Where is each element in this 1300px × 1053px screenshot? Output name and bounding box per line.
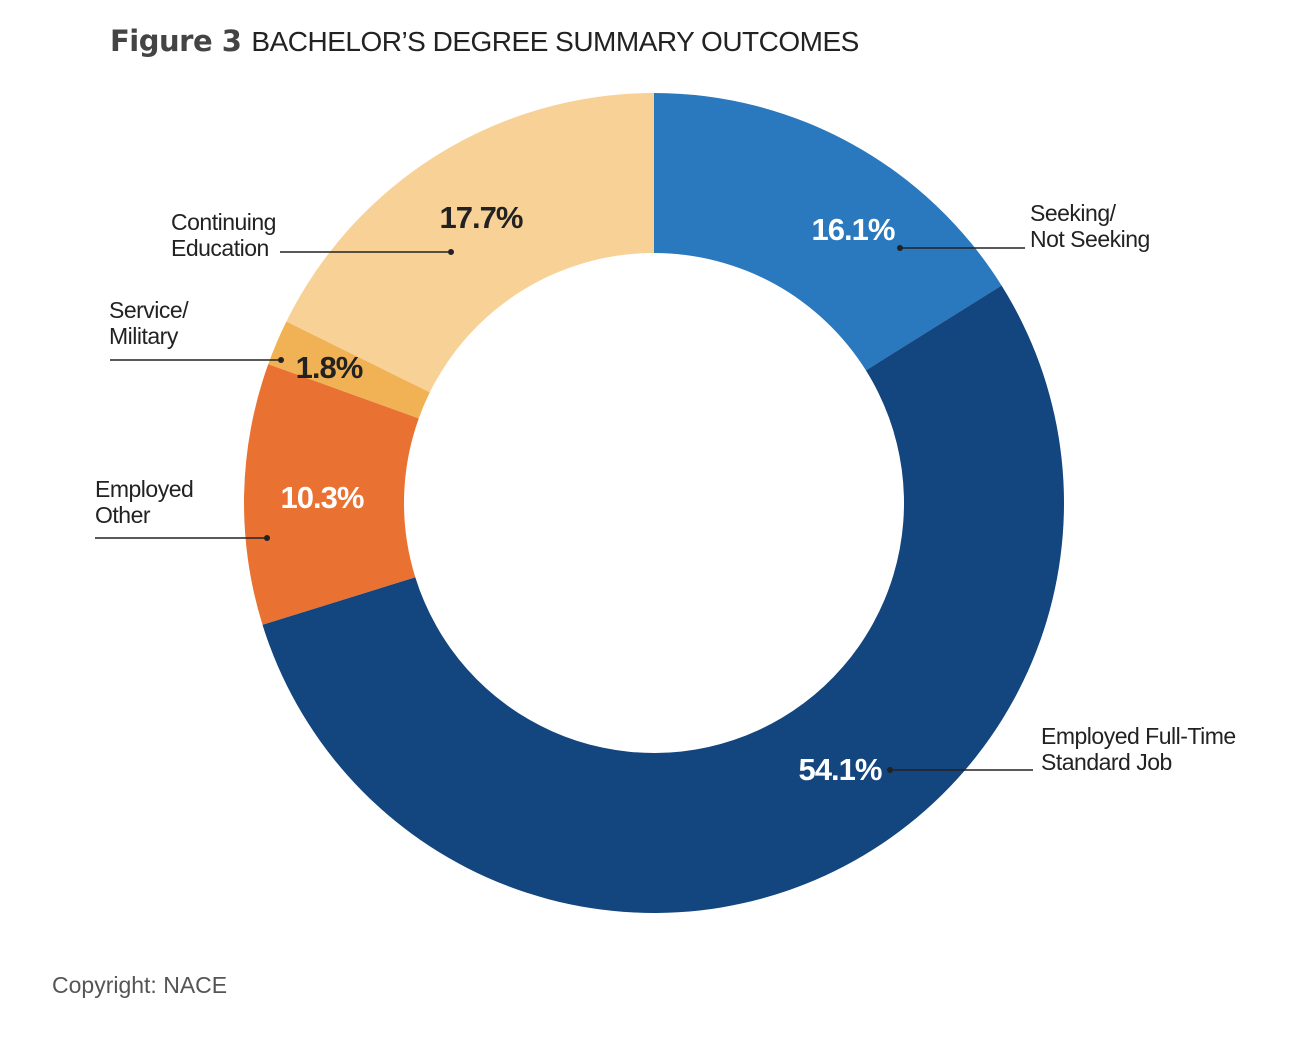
copyright-text: Copyright: NACE (52, 972, 228, 998)
label-line: Not Seeking (1030, 226, 1150, 252)
label-line: Employed Full-Time (1041, 723, 1236, 749)
category-label-seeking: Seeking/ Not Seeking (1030, 200, 1150, 252)
leader-dot-continuing-education (448, 249, 454, 255)
leader-dot-service-military (278, 357, 284, 363)
chart-title: Figure 3 BACHELOR’S DEGREE SUMMARY OUTCOM… (110, 24, 859, 58)
donut-slice-employed-full-time (262, 285, 1064, 913)
label-line: Employed (95, 476, 194, 502)
donut-slice-service-military (268, 321, 430, 419)
value-label-continuing-education: 17.7% (439, 200, 524, 235)
donut-slice-employed-other (243, 364, 419, 625)
value-label-service-military: 1.8% (295, 350, 364, 385)
label-line: Service/ (109, 297, 189, 323)
leader-dot-seeking (897, 245, 903, 251)
label-line: Education (171, 235, 269, 261)
figure-number: Figure 3 (110, 24, 242, 58)
label-line: Military (109, 323, 178, 349)
leader-dot-employed-other (264, 535, 270, 541)
category-label-employed-full-time: Employed Full-Time Standard Job (1041, 723, 1236, 775)
category-label-service-military: Service/ Military (109, 297, 189, 349)
value-label-employed-full-time: 54.1% (798, 752, 883, 787)
value-label-seeking: 16.1% (811, 212, 896, 247)
category-label-employed-other: Employed Other (95, 476, 194, 528)
label-line: Standard Job (1041, 749, 1172, 775)
label-line: Seeking/ (1030, 200, 1116, 226)
label-line: Other (95, 502, 151, 528)
category-label-continuing-education: Continuing Education (171, 209, 276, 261)
donut-slice-seeking (654, 93, 1002, 371)
label-line: Continuing (171, 209, 276, 235)
leader-dot-employed-full-time (887, 767, 893, 773)
donut-slice-continuing-education (286, 93, 654, 393)
chart-title-text: BACHELOR’S DEGREE SUMMARY OUTCOMES (251, 26, 859, 57)
value-label-employed-other: 10.3% (280, 480, 365, 515)
